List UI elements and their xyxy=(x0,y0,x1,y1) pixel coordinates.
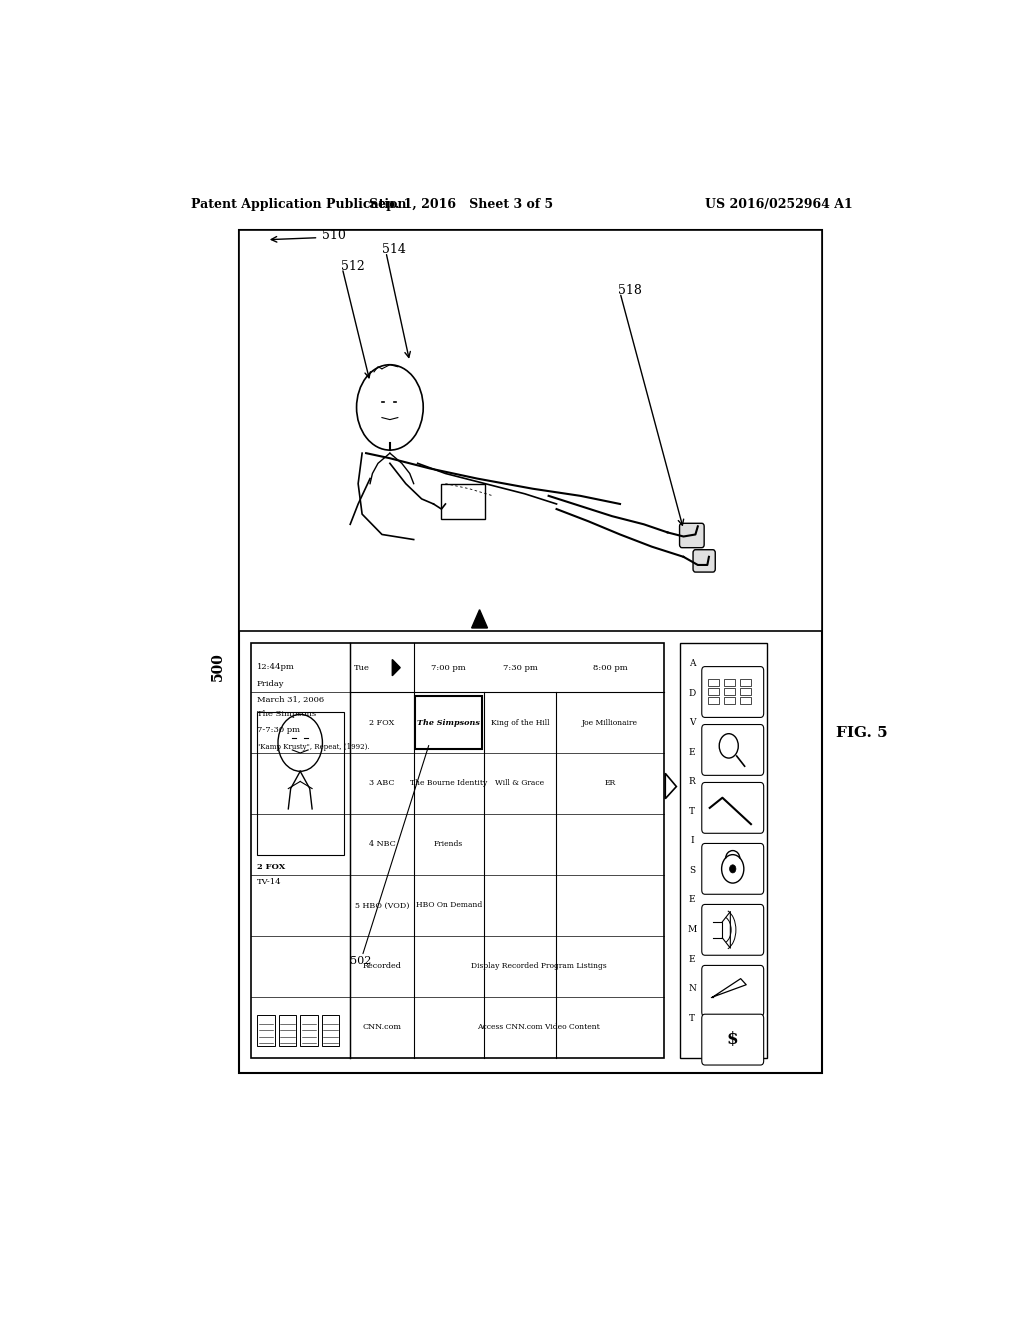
Text: 5 HBO (VOD): 5 HBO (VOD) xyxy=(354,902,410,909)
Text: M: M xyxy=(688,925,697,935)
Text: N: N xyxy=(688,985,696,993)
Bar xyxy=(740,697,751,704)
Bar xyxy=(251,643,664,1057)
Text: 502: 502 xyxy=(350,957,372,966)
Text: Tue: Tue xyxy=(354,664,370,672)
Text: ER: ER xyxy=(604,780,615,788)
Bar xyxy=(416,696,482,748)
Text: V: V xyxy=(689,718,695,727)
Bar xyxy=(724,697,735,704)
Text: 8:00 pm: 8:00 pm xyxy=(593,664,628,672)
Circle shape xyxy=(729,865,736,873)
FancyBboxPatch shape xyxy=(693,549,715,572)
Text: 7-7:30 pm: 7-7:30 pm xyxy=(257,726,300,734)
Text: Recorded: Recorded xyxy=(362,962,401,970)
Text: TV-14: TV-14 xyxy=(257,878,282,886)
Text: D: D xyxy=(688,689,696,697)
Bar xyxy=(322,1015,339,1045)
Text: 514: 514 xyxy=(382,243,406,256)
Bar xyxy=(300,1015,317,1045)
FancyBboxPatch shape xyxy=(701,843,764,894)
Circle shape xyxy=(719,734,738,758)
Text: Patent Application Publication: Patent Application Publication xyxy=(191,198,407,211)
FancyBboxPatch shape xyxy=(701,965,764,1016)
Text: The Bourne Identity: The Bourne Identity xyxy=(410,780,487,788)
Text: The Simpsons: The Simpsons xyxy=(417,718,480,726)
Text: 500: 500 xyxy=(211,652,224,681)
Text: R: R xyxy=(689,777,695,787)
Circle shape xyxy=(278,714,323,771)
FancyBboxPatch shape xyxy=(701,904,764,956)
Text: Friday: Friday xyxy=(257,680,284,688)
Text: 7:30 pm: 7:30 pm xyxy=(503,664,538,672)
Bar xyxy=(257,1015,274,1045)
Text: US 2016/0252964 A1: US 2016/0252964 A1 xyxy=(705,198,853,211)
Text: "Kamp Krusty", Repeat, (1992).: "Kamp Krusty", Repeat, (1992). xyxy=(257,743,370,751)
Text: 510: 510 xyxy=(323,230,346,242)
FancyBboxPatch shape xyxy=(680,523,705,548)
Text: HBO On Demand: HBO On Demand xyxy=(416,902,482,909)
FancyBboxPatch shape xyxy=(701,783,764,833)
Text: T: T xyxy=(689,807,695,816)
Text: Will & Grace: Will & Grace xyxy=(496,780,545,788)
Text: E: E xyxy=(689,954,695,964)
Text: 2 FOX: 2 FOX xyxy=(370,718,394,726)
Bar xyxy=(257,713,344,854)
Text: 3 ABC: 3 ABC xyxy=(370,780,394,788)
Text: I: I xyxy=(690,837,694,845)
Bar xyxy=(740,678,751,686)
Bar xyxy=(709,688,719,696)
Circle shape xyxy=(722,854,743,883)
Text: 2 FOX: 2 FOX xyxy=(257,863,285,871)
Bar xyxy=(740,688,751,696)
Bar xyxy=(724,688,735,696)
Bar xyxy=(240,230,822,631)
Text: 4 NBC: 4 NBC xyxy=(369,841,395,849)
Text: Sep. 1, 2016   Sheet 3 of 5: Sep. 1, 2016 Sheet 3 of 5 xyxy=(370,198,553,211)
Text: King of the Hill: King of the Hill xyxy=(490,718,549,726)
Bar xyxy=(279,1015,296,1045)
Text: Friends: Friends xyxy=(434,841,463,849)
Text: $: $ xyxy=(727,1031,738,1048)
Text: 12:44pm: 12:44pm xyxy=(257,663,294,671)
Text: CNN.com: CNN.com xyxy=(362,1023,401,1031)
Text: 512: 512 xyxy=(341,260,365,273)
FancyBboxPatch shape xyxy=(701,1014,764,1065)
Text: A: A xyxy=(689,659,695,668)
Text: 7:00 pm: 7:00 pm xyxy=(431,664,466,672)
Text: Display Recorded Program Listings: Display Recorded Program Listings xyxy=(471,962,606,970)
Text: FIG. 5: FIG. 5 xyxy=(837,726,888,739)
Text: Access CNN.com Video Content: Access CNN.com Video Content xyxy=(477,1023,600,1031)
Text: The Simpsons: The Simpsons xyxy=(257,710,315,718)
Circle shape xyxy=(356,364,423,450)
Text: S: S xyxy=(689,866,695,875)
Bar xyxy=(240,230,822,1073)
Text: 518: 518 xyxy=(618,284,642,297)
Text: E: E xyxy=(689,747,695,756)
Text: Joe Millionaire: Joe Millionaire xyxy=(582,718,638,726)
Bar xyxy=(709,697,719,704)
Bar xyxy=(709,678,719,686)
FancyBboxPatch shape xyxy=(701,667,764,718)
Polygon shape xyxy=(392,660,400,676)
Bar xyxy=(680,643,767,1057)
Polygon shape xyxy=(472,610,487,628)
Text: T: T xyxy=(689,1014,695,1023)
Bar xyxy=(441,483,485,519)
Bar xyxy=(724,678,735,686)
Text: March 31, 2006: March 31, 2006 xyxy=(257,696,324,704)
FancyBboxPatch shape xyxy=(701,725,764,775)
Text: E: E xyxy=(689,895,695,904)
